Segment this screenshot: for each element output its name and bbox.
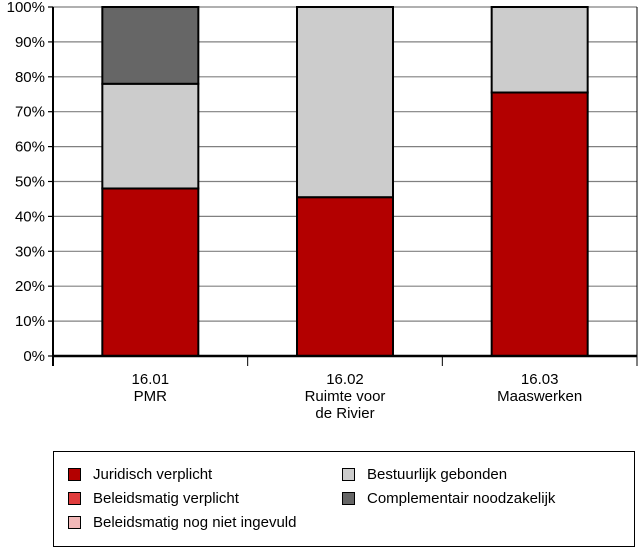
legend-item-juridisch-verplicht: Juridisch verplicht <box>68 466 212 483</box>
y-tick-label: 60% <box>15 139 45 156</box>
legend-swatch <box>68 468 81 481</box>
legend-item-complementair-noodzakelijk: Complementair noodzakelijk <box>342 490 555 507</box>
legend-swatch <box>68 492 81 505</box>
legend: Juridisch verplicht Beleidsmatig verplic… <box>53 451 635 547</box>
x-tick-label: Ruimte voor <box>305 388 386 405</box>
legend-item-beleidsmatig-nog-niet-ingevuld: Beleidsmatig nog niet ingevuld <box>68 514 296 531</box>
stacked-bar-chart: 0% 10% 20% 30% 40% 50% 60% 70% 80% 90% 100% 16.01PM… <box>7 0 638 422</box>
bar-segment-juridisch-verplicht <box>490 91 589 357</box>
legend-label: Juridisch verplicht <box>93 466 213 483</box>
bar-segment-bestuurlijk-gebonden <box>296 6 394 199</box>
legend-swatch <box>342 468 355 481</box>
legend-label: Bestuurlijk gebonden <box>367 466 508 483</box>
y-tick-label: 90% <box>15 34 45 51</box>
x-tick-label: Maaswerken <box>497 388 582 405</box>
bar-segment-juridisch-verplicht <box>101 187 200 357</box>
x-tick-label: 16.03 <box>521 371 559 388</box>
y-tick-label: 10% <box>15 313 45 330</box>
y-tick-label: 70% <box>15 104 45 121</box>
legend-label: Complementair noodzakelijk <box>367 490 556 507</box>
legend-label: Beleidsmatig verplicht <box>93 490 239 507</box>
legend-item-bestuurlijk-gebonden: Bestuurlijk gebonden <box>342 466 507 483</box>
y-tick-label: 100% <box>7 0 45 16</box>
y-tick-label: 50% <box>15 174 45 191</box>
legend-item-beleidsmatig-verplicht: Beleidsmatig verplicht <box>68 490 239 507</box>
y-tick-label: 20% <box>15 278 45 295</box>
x-tick-label: 16.01 <box>132 371 170 388</box>
legend-swatch <box>342 492 355 505</box>
x-tick-label: PMR <box>134 388 168 405</box>
bar-segment-juridisch-verplicht <box>296 196 394 357</box>
x-tick-label: 16.02 <box>326 371 364 388</box>
x-tick-label: de Rivier <box>315 405 374 422</box>
legend-label: Beleidsmatig nog niet ingevuld <box>93 514 297 531</box>
y-tick-label: 0% <box>23 348 45 365</box>
y-tick-label: 30% <box>15 243 45 260</box>
y-tick-label: 80% <box>15 69 45 86</box>
bar-segment-bestuurlijk-gebonden <box>101 82 200 190</box>
legend-swatch <box>68 516 81 529</box>
bar-segment-complementair-noodzakelijk <box>101 6 200 85</box>
bar-segment-bestuurlijk-gebonden <box>490 6 589 94</box>
y-tick-label: 40% <box>15 208 45 225</box>
